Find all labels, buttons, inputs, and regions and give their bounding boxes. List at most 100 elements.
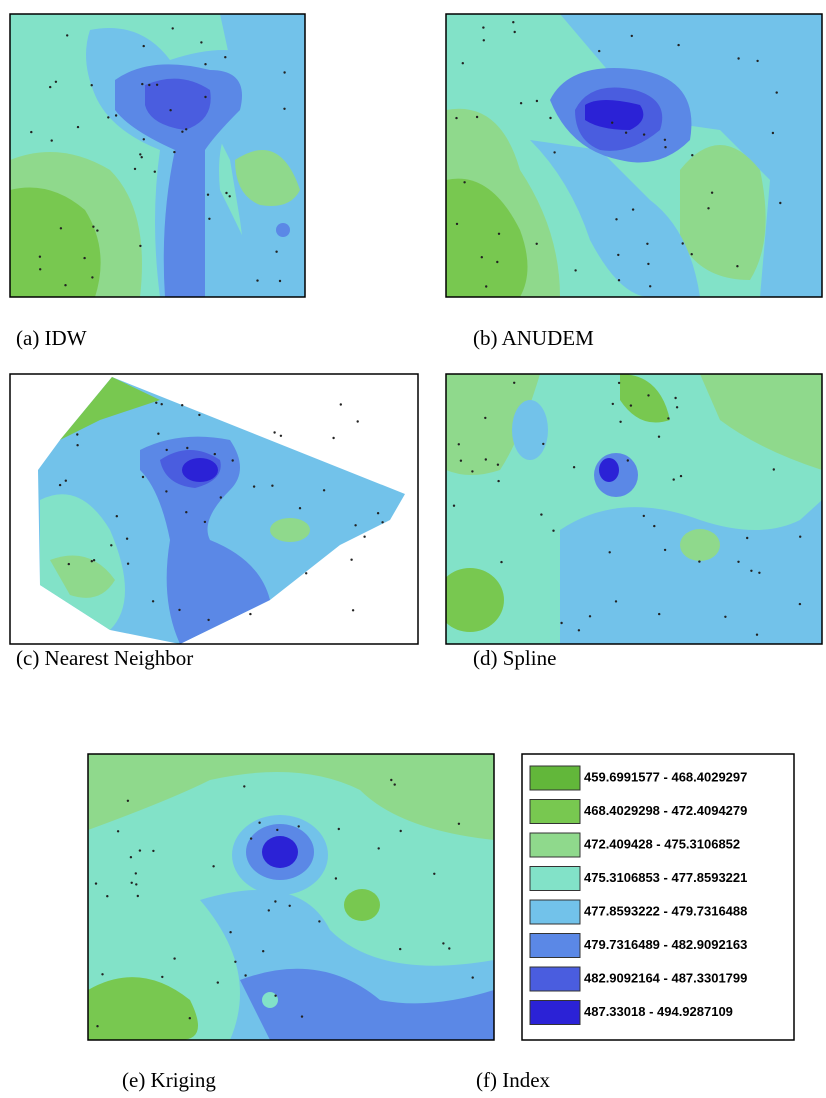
sample-point	[643, 133, 645, 135]
sample-point	[106, 895, 108, 897]
sample-point	[340, 403, 342, 405]
sample-point	[51, 139, 53, 141]
sample-point	[724, 616, 726, 618]
sample-point	[127, 800, 129, 802]
sample-point	[207, 619, 209, 621]
zone	[262, 836, 298, 868]
sample-point	[514, 31, 516, 33]
sample-point	[400, 830, 402, 832]
sample-point	[49, 86, 51, 88]
sample-point	[381, 521, 383, 523]
sample-point	[273, 431, 275, 433]
sample-point	[442, 942, 444, 944]
sample-point	[185, 128, 187, 130]
sample-point	[455, 117, 457, 119]
sample-point	[142, 476, 144, 478]
caption: (e) Kriging	[122, 1068, 216, 1092]
sample-point	[458, 443, 460, 445]
sample-point	[799, 536, 801, 538]
sample-point	[560, 622, 562, 624]
sample-point	[156, 84, 158, 86]
sample-point	[134, 168, 136, 170]
sample-point	[101, 973, 103, 975]
sample-point	[779, 202, 781, 204]
sample-point	[30, 131, 32, 133]
sample-point	[536, 243, 538, 245]
legend-label: 459.6991577 - 468.4029297	[584, 769, 747, 784]
map-anudem	[446, 14, 822, 297]
sample-point	[207, 194, 209, 196]
legend-label: 468.4029298 - 472.4094279	[584, 803, 747, 818]
sample-point	[76, 444, 78, 446]
sample-point	[484, 417, 486, 419]
sample-point	[363, 536, 365, 538]
zone	[270, 518, 310, 542]
sample-point	[234, 961, 236, 963]
sample-point	[574, 269, 576, 271]
legend-swatch	[530, 934, 580, 958]
sample-point	[135, 883, 137, 885]
sample-point	[92, 226, 94, 228]
sample-point	[598, 50, 600, 52]
sample-point	[155, 402, 157, 404]
sample-point	[65, 480, 67, 482]
sample-point	[691, 253, 693, 255]
sample-point	[76, 433, 78, 435]
sample-point	[354, 524, 356, 526]
sample-point	[96, 1025, 98, 1027]
sample-point	[472, 976, 474, 978]
caption: (b) ANUDEM	[473, 326, 594, 350]
sample-point	[115, 114, 117, 116]
sample-point	[280, 435, 282, 437]
sample-point	[127, 563, 129, 565]
sample-point	[619, 421, 621, 423]
sample-point	[139, 245, 141, 247]
legend-swatch	[530, 800, 580, 824]
legend-label: 472.409428 - 475.3106852	[584, 836, 740, 851]
sample-point	[204, 521, 206, 523]
sample-point	[497, 480, 499, 482]
sample-point	[357, 420, 359, 422]
sample-point	[117, 830, 119, 832]
sample-point	[677, 44, 679, 46]
zone	[680, 529, 720, 561]
sample-point	[578, 629, 580, 631]
sample-point	[462, 62, 464, 64]
sample-point	[130, 856, 132, 858]
sample-point	[773, 468, 775, 470]
sample-point	[711, 192, 713, 194]
sample-point	[107, 116, 109, 118]
sample-point	[39, 268, 41, 270]
sample-point	[573, 466, 575, 468]
sample-point	[799, 603, 801, 605]
sample-point	[682, 242, 684, 244]
sample-point	[173, 151, 175, 153]
sample-point	[632, 208, 634, 210]
sample-point	[736, 265, 738, 267]
sample-point	[350, 559, 352, 561]
sample-point	[279, 280, 281, 282]
sample-point	[243, 785, 245, 787]
sample-point	[615, 600, 617, 602]
legend-label: 479.7316489 - 482.9092163	[584, 937, 747, 952]
sample-point	[152, 850, 154, 852]
map-idw	[10, 14, 327, 297]
zone	[182, 458, 218, 482]
caption: (c) Nearest Neighbor	[16, 646, 193, 670]
sample-point	[746, 537, 748, 539]
sample-point	[352, 609, 354, 611]
sample-point	[618, 279, 620, 281]
sample-point	[141, 83, 143, 85]
sample-point	[698, 560, 700, 562]
sample-point	[609, 551, 611, 553]
sample-point	[135, 872, 137, 874]
sample-point	[186, 447, 188, 449]
zone	[512, 400, 548, 460]
sample-point	[631, 35, 633, 37]
sample-point	[91, 276, 93, 278]
sample-point	[750, 570, 752, 572]
sample-point	[141, 156, 143, 158]
legend-swatch	[530, 967, 580, 991]
sample-point	[542, 443, 544, 445]
sample-point	[198, 414, 200, 416]
